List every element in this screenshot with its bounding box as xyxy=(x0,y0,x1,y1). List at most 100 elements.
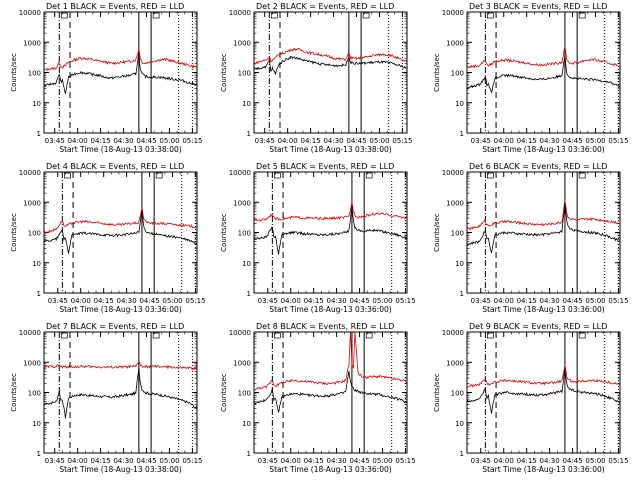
y-tick-label: 1000 xyxy=(23,39,41,47)
y-tick-label: 10 xyxy=(242,100,251,108)
y-tick-label: 100 xyxy=(238,390,251,398)
x-tick-label: 04:15 xyxy=(517,457,537,465)
y-tick-label: 10 xyxy=(242,420,251,428)
y-tick-label: 10000 xyxy=(442,329,464,337)
y-axis-label: Counts/sec xyxy=(433,373,441,412)
y-tick-label: 10 xyxy=(32,420,41,428)
x-tick-label: 04:45 xyxy=(139,297,159,305)
x-tick-label: 05:15 xyxy=(185,297,205,305)
plot-frame xyxy=(253,331,408,454)
x-tick-label: 04:45 xyxy=(346,137,366,145)
y-tick-label: 10000 xyxy=(442,9,464,17)
x-tick-label: 04:15 xyxy=(91,137,111,145)
x-tick-label: 05:00 xyxy=(369,137,389,145)
x-tick-label: 05:00 xyxy=(159,137,179,145)
x-tick-label: 05:00 xyxy=(372,297,392,305)
y-axis-label: Counts/sec xyxy=(10,53,18,92)
series-line-lld-red xyxy=(43,207,198,234)
marker-box-glyph xyxy=(362,12,370,19)
x-tick-label: 04:00 xyxy=(494,457,514,465)
y-tick-label: 10000 xyxy=(229,169,251,177)
chart-title: Det 6 BLACK = Events, RED = LLD xyxy=(469,162,607,171)
y-tick-label: 1000 xyxy=(446,39,464,47)
y-tick-label: 1000 xyxy=(23,359,41,367)
x-tick-label: 04:30 xyxy=(327,297,347,305)
chart-title: Det 4 BLACK = Events, RED = LLD xyxy=(46,162,184,171)
series-line-lld-red xyxy=(466,46,621,69)
x-tick-label: 05:00 xyxy=(372,457,392,465)
series-line-events-black xyxy=(466,202,621,254)
y-tick-label: 10000 xyxy=(229,9,251,17)
chart-panel-6: Det 6 BLACK = Events, RED = LLD 1 10 100 100… xyxy=(433,162,629,314)
x-tick-label: 03:45 xyxy=(258,457,278,465)
plot-frame xyxy=(466,11,621,134)
marker-box-glyph xyxy=(365,172,373,179)
plot-frame xyxy=(43,11,198,134)
y-axis-label: Counts/sec xyxy=(433,213,441,252)
x-tick-label: 04:30 xyxy=(113,457,133,465)
marker-box-glyph xyxy=(60,12,68,19)
y-tick-label: 10000 xyxy=(19,329,41,337)
x-tick-label: 04:45 xyxy=(136,137,156,145)
y-tick-label: 100 xyxy=(28,390,41,398)
y-tick-label: 1 xyxy=(37,290,41,298)
chart-panel-9: Det 9 BLACK = Events, RED = LLD 1 10 100 100… xyxy=(433,322,629,474)
chart-panel-7: Det 7 BLACK = Events, RED = LLD 1 10 100 100… xyxy=(10,322,203,474)
marker-box-glyph xyxy=(578,172,586,179)
y-tick-label: 1 xyxy=(247,450,251,458)
marker-box-glyph xyxy=(578,12,586,19)
x-tick-label: 04:30 xyxy=(117,297,137,305)
x-axis-label: Start Time (18-Aug-13 03:36:00) xyxy=(482,145,604,154)
y-tick-label: 1000 xyxy=(23,199,41,207)
x-tick-label: 04:00 xyxy=(494,137,514,145)
x-tick-label: 04:30 xyxy=(540,137,560,145)
x-tick-label: 03:45 xyxy=(258,297,278,305)
chart-title: Det 2 BLACK = Events, RED = LLD xyxy=(256,2,394,11)
x-axis-label: Start Time (18-Aug-13 03:36:00) xyxy=(269,305,391,314)
y-axis-label: Counts/sec xyxy=(220,53,228,92)
x-tick-label: 05:15 xyxy=(608,137,628,145)
x-tick-label: 05:15 xyxy=(395,297,415,305)
x-tick-label: 05:15 xyxy=(395,457,415,465)
x-axis-label: Start Time (18-Aug-13 03:36:00) xyxy=(482,465,604,474)
y-tick-label: 10000 xyxy=(229,329,251,337)
y-tick-label: 1000 xyxy=(233,199,251,207)
x-axis-label: Start Time (18-Aug-13 03:36:00) xyxy=(269,465,391,474)
y-tick-label: 100 xyxy=(238,230,251,238)
x-tick-label: 04:30 xyxy=(113,137,133,145)
x-tick-label: 04:45 xyxy=(349,457,369,465)
plot-frame xyxy=(466,331,621,454)
y-tick-label: 100 xyxy=(28,230,41,238)
x-tick-label: 04:00 xyxy=(281,457,301,465)
chart-title: Det 9 BLACK = Events, RED = LLD xyxy=(469,322,607,331)
y-tick-label: 1 xyxy=(37,450,41,458)
x-tick-label: 05:00 xyxy=(159,457,179,465)
x-tick-label: 05:15 xyxy=(182,137,202,145)
series-line-lld-red xyxy=(43,360,198,371)
y-tick-label: 100 xyxy=(451,70,464,78)
series-line-events-black xyxy=(466,369,621,414)
chart-title: Det 3 BLACK = Events, RED = LLD xyxy=(469,2,607,11)
x-tick-label: 04:30 xyxy=(323,137,343,145)
y-axis-label: Counts/sec xyxy=(220,213,228,252)
x-tick-label: 05:15 xyxy=(608,457,628,465)
y-tick-label: 100 xyxy=(238,70,251,78)
y-tick-label: 10 xyxy=(455,420,464,428)
series-line-lld-red xyxy=(43,48,198,72)
chart-title: Det 5 BLACK = Events, RED = LLD xyxy=(256,162,394,171)
x-tick-label: 03:45 xyxy=(45,457,65,465)
x-tick-label: 04:00 xyxy=(68,137,88,145)
y-axis-label: Counts/sec xyxy=(220,373,228,412)
marker-box-glyph xyxy=(578,332,586,339)
x-tick-label: 04:15 xyxy=(94,297,114,305)
x-tick-label: 04:45 xyxy=(136,457,156,465)
y-axis-label: Counts/sec xyxy=(10,373,18,412)
y-tick-label: 1 xyxy=(247,290,251,298)
plot-frame xyxy=(253,171,408,294)
y-tick-label: 10 xyxy=(32,100,41,108)
plot-frame xyxy=(466,171,621,294)
x-tick-label: 04:00 xyxy=(494,297,514,305)
chart-panel-2: Det 2 BLACK = Events, RED = LLD 1 10 100 100… xyxy=(220,2,413,154)
y-tick-label: 1000 xyxy=(446,359,464,367)
y-axis-label: Counts/sec xyxy=(433,53,441,92)
